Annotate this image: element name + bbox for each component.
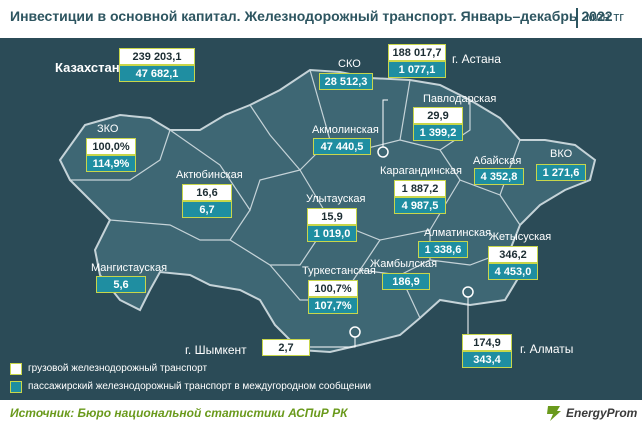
source-note: Источник: Бюро национальной статистики А… bbox=[10, 406, 348, 420]
mangystau-passenger-value: 5,6 bbox=[96, 276, 146, 293]
turkestan-passenger-value: 107,7% bbox=[308, 297, 358, 314]
aktobe-passenger-value: 6,7 bbox=[182, 201, 232, 218]
legend-passenger-label: пассажирский железнодорожный транспорт в… bbox=[28, 381, 372, 392]
zko-cargo-value: 100,0% bbox=[86, 138, 136, 155]
zko-passenger-value: 114,9% bbox=[86, 155, 136, 172]
border-aktobe-mangystau bbox=[109, 209, 251, 241]
zhetysu-cargo-value: 346,2 bbox=[488, 246, 538, 263]
footer-bar: Источник: Бюро национальной статистики А… bbox=[0, 400, 642, 426]
almaty-region-passenger-value: 1 338,6 bbox=[418, 241, 468, 258]
aktobe-cargo-value: 16,6 bbox=[182, 184, 232, 201]
legend-cargo-swatch bbox=[10, 363, 22, 375]
kazakhstan-cargo-value: 239 203,1 bbox=[119, 48, 195, 65]
kazakhstan-label: Казахстан bbox=[55, 60, 120, 75]
shymkent-leader bbox=[310, 337, 356, 348]
pavlodar-passenger-value: 1 399,2 bbox=[413, 124, 463, 141]
zhambyl-passenger-value: 186,9 bbox=[382, 273, 430, 290]
akmola-label: Акмолинская bbox=[312, 124, 379, 136]
karaganda-passenger-value: 4 987,5 bbox=[394, 197, 446, 214]
astana-leader bbox=[382, 99, 388, 147]
ulytau-cargo-value: 15,9 bbox=[307, 208, 357, 225]
abai-label: Абайская bbox=[473, 155, 522, 167]
zhambyl-label: Жамбылская bbox=[370, 258, 438, 270]
chart-title: Инвестиции в основной капитал. Железнодо… bbox=[10, 8, 613, 24]
vko-passenger-value: 1 271,6 bbox=[536, 164, 586, 181]
ulytau-label: Улытауская bbox=[306, 193, 366, 205]
mangystau-label: Мангистауская bbox=[91, 262, 168, 274]
ulytau-passenger-value: 1 019,0 bbox=[307, 225, 357, 242]
astana-label: г. Астана bbox=[452, 52, 501, 66]
legend-cargo-label: грузовой железнодорожный транспорт bbox=[28, 363, 208, 374]
title-separator bbox=[576, 8, 578, 28]
leader-lines bbox=[310, 99, 469, 348]
shymkent-cargo-value: 2,7 bbox=[262, 339, 310, 356]
astana-cargo-value: 188 017,7 bbox=[388, 44, 446, 61]
zhetysu-passenger-value: 4 453,0 bbox=[488, 263, 538, 280]
shymkent-label: г. Шымкент bbox=[185, 343, 247, 357]
border-abai bbox=[439, 149, 521, 226]
border-zko bbox=[70, 129, 171, 181]
energyprom-logo-icon bbox=[547, 406, 561, 421]
abai-passenger-value: 4 352,8 bbox=[474, 168, 524, 185]
pavlodar-label: Павлодарская bbox=[423, 93, 497, 105]
border-kyzylorda bbox=[229, 219, 331, 266]
sko-passenger-value: 28 512,3 bbox=[319, 73, 373, 90]
border-vko bbox=[499, 139, 521, 196]
border-aktobe-north bbox=[169, 129, 301, 212]
unit-label: млн тг bbox=[586, 9, 625, 24]
vko-label: ВКО bbox=[550, 148, 573, 160]
astana-passenger-value: 1 077,1 bbox=[388, 61, 446, 78]
karaganda-label: Карагандинская bbox=[380, 165, 462, 177]
karaganda-cargo-value: 1 887,2 bbox=[394, 180, 446, 197]
almaty-cargo-value: 174,9 bbox=[462, 334, 512, 351]
turkestan-cargo-value: 100,7% bbox=[308, 280, 358, 297]
energyprom-logo-text: EnergyProm bbox=[566, 406, 638, 420]
zhetysu-label: Жетысуская bbox=[489, 231, 552, 243]
header-bar: Инвестиции в основной капитал. Железнодо… bbox=[0, 0, 642, 38]
legend-passenger-swatch bbox=[10, 381, 22, 393]
almaty-passenger-value: 343,4 bbox=[462, 351, 512, 368]
sko-label: СКО bbox=[338, 58, 361, 70]
almaty-region-label: Алматинская bbox=[424, 227, 492, 239]
almaty-city-label: г. Алматы bbox=[520, 342, 574, 356]
pavlodar-cargo-value: 29,9 bbox=[413, 107, 463, 124]
kazakhstan-passenger-value: 47 682,1 bbox=[119, 65, 195, 82]
turkestan-label: Туркестанская bbox=[302, 265, 376, 277]
akmola-passenger-value: 47 440,5 bbox=[313, 138, 371, 155]
aktobe-label: Актюбинская bbox=[176, 169, 243, 181]
zko-label: ЗКО bbox=[97, 123, 119, 135]
